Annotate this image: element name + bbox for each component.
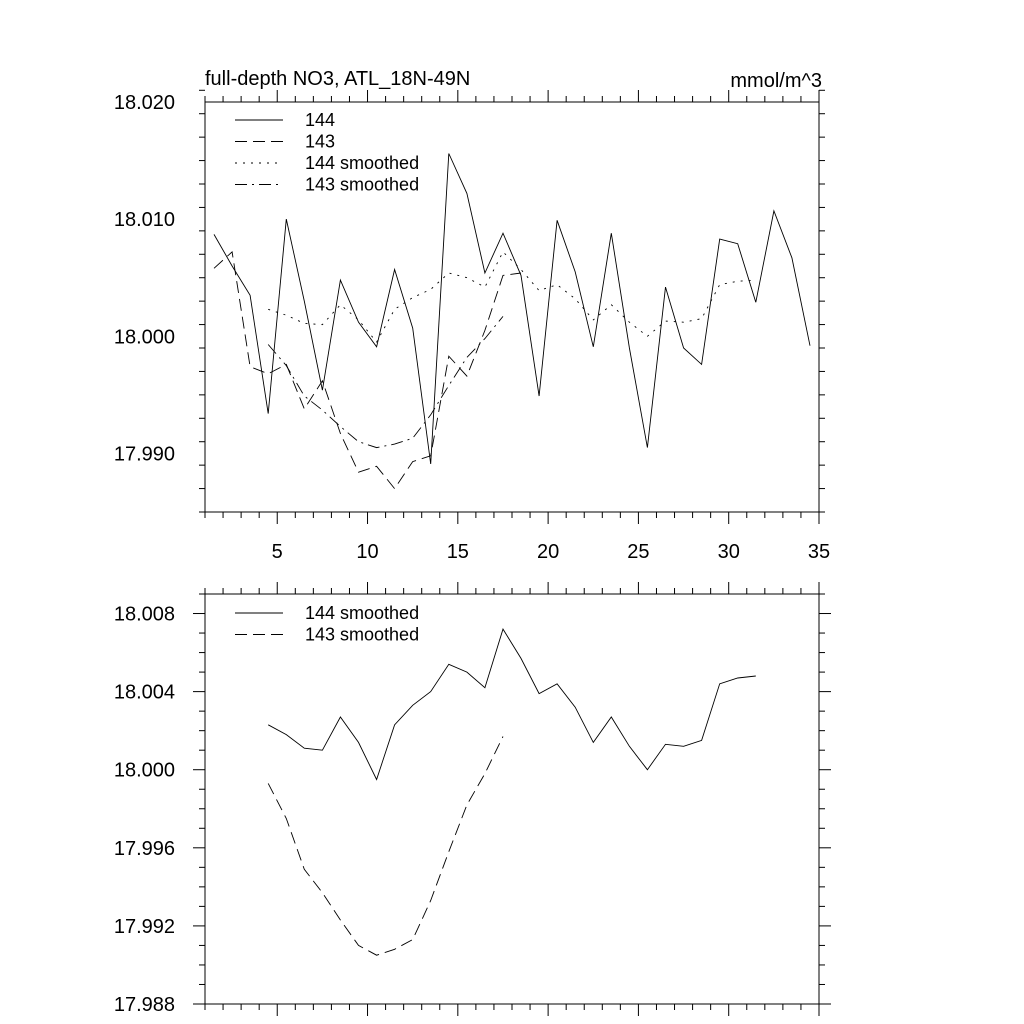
legend-label: 143: [305, 132, 335, 152]
series-lines: [267, 628, 756, 956]
plot-frame: [204, 593, 820, 1005]
legend-label: 144 smoothed: [305, 153, 419, 173]
x-tick-label: 25: [627, 541, 649, 563]
y-tick-label: 18.020: [114, 92, 175, 114]
series-line: [213, 153, 811, 465]
bottom-panel: 17.988 17.992 17.996 18.000 18.004 18.008 144…: [114, 582, 831, 1016]
series-lines: [213, 153, 811, 490]
top-panel: full-depth NO3, ATL_18N-49N mmol/m^3 5 10…: [114, 68, 830, 563]
x-tick-label: 35: [808, 541, 830, 563]
y-tick-label: 18.010: [114, 209, 175, 231]
x-tick-label: 15: [447, 541, 469, 563]
series-line: [213, 251, 522, 490]
legend-label: 144: [305, 110, 335, 130]
plot-frame: [204, 101, 820, 513]
y-tick-label: 18.008: [114, 604, 175, 626]
y-tick-label: 18.004: [114, 682, 175, 704]
y-tick-label: 17.990: [114, 443, 175, 465]
series-line: [268, 251, 756, 343]
series-line: [267, 316, 504, 449]
y-tick-label: 18.000: [114, 760, 175, 782]
y-tick-label: 18.000: [114, 326, 175, 348]
series-line: [267, 736, 504, 956]
axis-tick-labels: 5 10 15 20 25 30 35 17.990 18.000 18.010 18.020: [114, 92, 830, 563]
y-tick-label: 17.996: [114, 838, 175, 860]
legend-label: 143 smoothed: [305, 625, 419, 645]
x-tick-label: 10: [356, 541, 378, 563]
y-tick-label: 17.988: [114, 994, 175, 1016]
axis-ticks: [193, 582, 831, 1016]
units-label: mmol/m^3: [730, 70, 822, 92]
legend-label: 144 smoothed: [305, 603, 419, 623]
legend-label: 143 smoothed: [305, 175, 419, 195]
x-tick-label: 30: [718, 541, 740, 563]
series-line: [267, 628, 756, 781]
axis-tick-labels: 17.988 17.992 17.996 18.000 18.004 18.008: [114, 604, 175, 1016]
y-tick-label: 17.992: [114, 916, 175, 938]
x-tick-label: 20: [537, 541, 559, 563]
chart-title: full-depth NO3, ATL_18N-49N: [205, 68, 470, 90]
axis-ticks: [199, 89, 825, 524]
x-tick-label: 5: [272, 541, 283, 563]
